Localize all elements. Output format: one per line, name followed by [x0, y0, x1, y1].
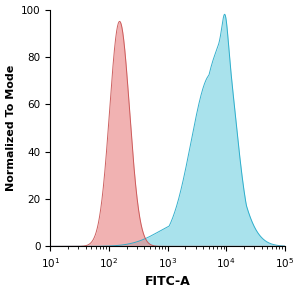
Y-axis label: Normalized To Mode: Normalized To Mode [6, 65, 16, 191]
X-axis label: FITC-A: FITC-A [145, 275, 190, 288]
